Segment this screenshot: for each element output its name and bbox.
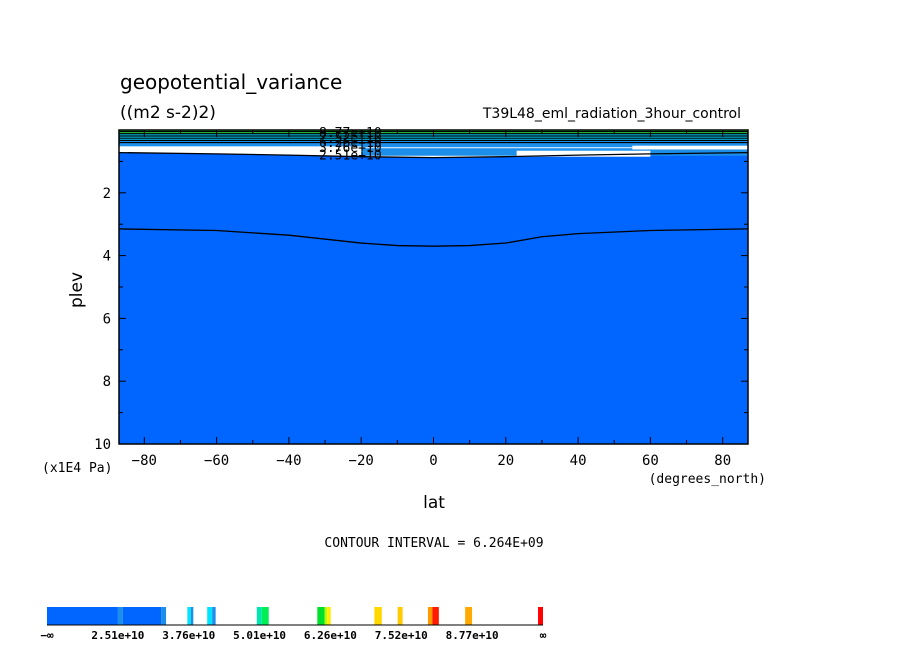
colorbar-label: 5.01e+10 [233, 629, 286, 642]
colorbar-segment [117, 607, 123, 625]
colorbar-segment [207, 607, 213, 625]
colorbar-segment [538, 607, 543, 625]
x-tick-label: 0 [429, 453, 437, 469]
colorbar-segment [187, 607, 191, 625]
colorbar-segment [374, 607, 382, 625]
y-tick-label: 2 [103, 186, 111, 202]
x-tick-label: −80 [132, 453, 157, 469]
colorbar-label: 2.51e+10 [91, 629, 144, 642]
y-tick-label: 6 [103, 311, 111, 327]
colorbar-segment [122, 607, 162, 625]
colorbar-label: 7.52e+10 [375, 629, 428, 642]
y-axis-units: (x1E4 Pa) [42, 461, 112, 476]
contour-2.51e+10 [118, 151, 749, 159]
x-tick-label: −60 [204, 453, 229, 469]
contour-label: 2.51e+10 [319, 148, 382, 163]
band-lightblue-top [119, 140, 748, 148]
colorbar-label: ∞ [540, 629, 547, 642]
y-axis-ticks: 2 4 6 8 10 [94, 160, 748, 453]
colorbar-segment [327, 607, 331, 625]
experiment-label: T39L48_eml_radiation_3hour_control [482, 106, 741, 122]
y-tick-label: 4 [103, 249, 111, 265]
colorbar: −∞ 2.51e+10 3.76e+10 5.01e+10 6.26e+10 7.52e+… [40, 607, 547, 642]
colorbar-segment [261, 607, 269, 625]
chart-units: ((m2 s-2)2) [120, 103, 216, 123]
colorbar-segment [397, 607, 403, 625]
contour-label: 3.76e+10 [319, 141, 382, 156]
x-axis-units: (degrees_north) [649, 472, 766, 487]
colorbar-segment [212, 607, 216, 625]
colorbar-label: 6.26e+10 [304, 629, 357, 642]
x-tick-label: 60 [642, 453, 659, 469]
plot-area: 8.77e+107.52e+106.26e+103.76e+102.51e+10… [94, 126, 749, 469]
y-tick-label: 10 [94, 437, 111, 453]
colorbar-label: 3.76e+10 [162, 629, 215, 642]
contour-1.88e+10 [118, 228, 749, 247]
contour-interval: CONTOUR INTERVAL = 6.264E+09 [324, 536, 543, 551]
band-white-left [119, 146, 362, 152]
y-tick-label: 8 [103, 374, 111, 390]
colorbar-segment [432, 607, 439, 625]
x-axis-label: lat [423, 493, 445, 513]
colorbar-segment [47, 607, 118, 625]
band-white-patch [516, 150, 651, 157]
colorbar-label: −∞ [40, 629, 54, 642]
colorbar-segment [317, 607, 325, 625]
band-cyan [119, 133, 748, 141]
x-tick-label: −40 [276, 453, 301, 469]
plot-fill-main [119, 130, 748, 444]
colorbar-segment [256, 607, 262, 625]
contour-label: 7.52e+10 [319, 131, 382, 146]
y-axis-label: plev [67, 272, 87, 308]
contour-label: 6.26e+10 [319, 136, 382, 151]
colorbar-segment [190, 607, 194, 625]
upper-level-bands [119, 130, 748, 158]
chart-title: geopotential_variance [120, 70, 342, 94]
x-tick-label: −20 [349, 453, 374, 469]
colorbar-segment [161, 607, 167, 625]
x-axis-ticks: −80 −60 −40 −20 0 20 40 60 80 [132, 130, 731, 469]
x-tick-label: 20 [497, 453, 514, 469]
x-tick-label: 40 [570, 453, 587, 469]
colorbar-segment [465, 607, 473, 625]
colorbar-segment [427, 607, 433, 625]
colorbar-segment [324, 607, 328, 625]
band-white-right [632, 145, 748, 150]
colorbar-label: 8.77e+10 [446, 629, 499, 642]
x-tick-label: 80 [714, 453, 731, 469]
